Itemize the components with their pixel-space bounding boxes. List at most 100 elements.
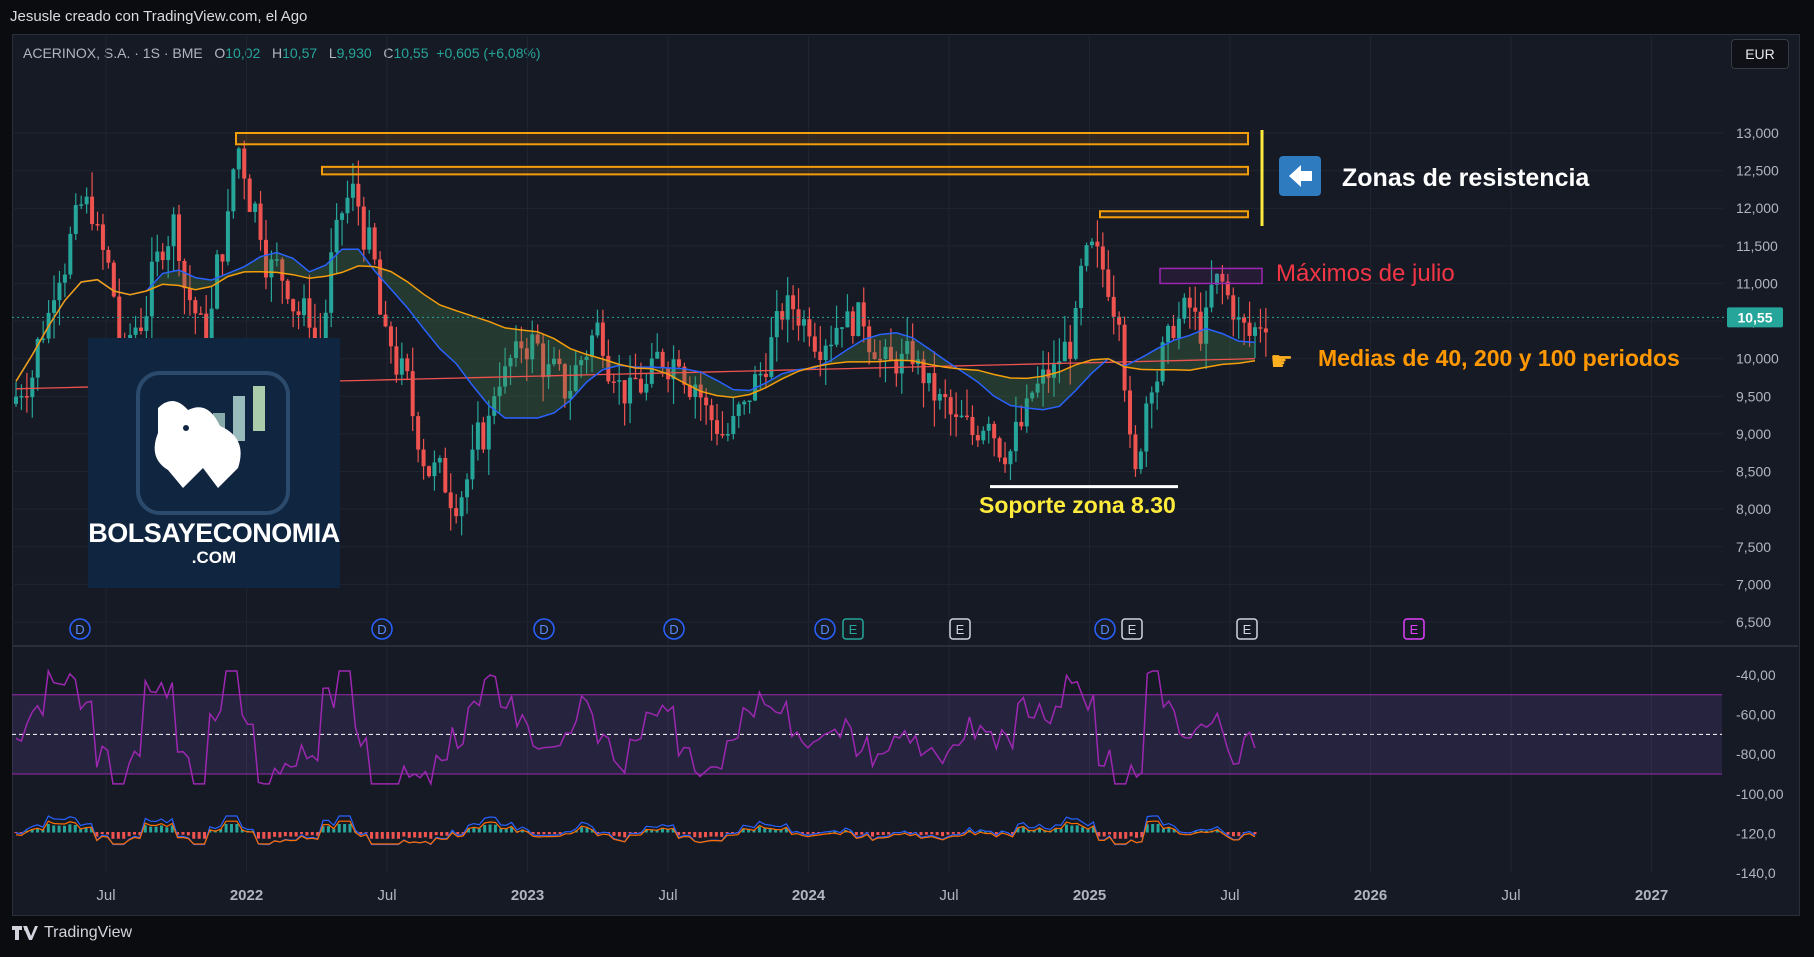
- dividend-marker: [1094, 618, 1116, 640]
- macd-bar: [1231, 832, 1235, 837]
- macd-bar: [283, 832, 287, 837]
- candle-body: [79, 204, 84, 206]
- macd-bar: [256, 832, 260, 839]
- candle-body: [546, 364, 551, 378]
- candle-body: [405, 358, 410, 372]
- macd-bar: [1145, 824, 1149, 833]
- macd-bar: [811, 832, 815, 834]
- candle-body: [780, 311, 785, 320]
- candle-body: [1236, 317, 1241, 320]
- macd-bar: [1108, 832, 1112, 835]
- macd-bar: [461, 832, 465, 834]
- macd-bar: [1016, 828, 1020, 833]
- candle-body: [1209, 284, 1214, 308]
- candle-body: [997, 438, 1002, 458]
- candle-body: [378, 259, 383, 315]
- macd-bar: [305, 832, 309, 836]
- candle-body: [345, 197, 350, 214]
- candle-body: [769, 337, 774, 377]
- macd-bar: [650, 829, 654, 833]
- macd-bar: [827, 831, 831, 833]
- macd-bar: [235, 824, 239, 833]
- macd-bar: [1059, 828, 1063, 833]
- candle-body: [263, 239, 268, 278]
- macd-bar: [1064, 824, 1068, 833]
- averages-label: Medias de 40, 200 y 100 periodos: [1318, 345, 1680, 371]
- macd-bar: [1081, 827, 1085, 833]
- candle-body: [1013, 421, 1018, 452]
- x-tick-label: Jul: [939, 887, 958, 904]
- macd-bar: [553, 832, 557, 835]
- macd-bar: [472, 827, 476, 833]
- candle-body: [340, 213, 345, 220]
- macd-bar: [860, 832, 864, 835]
- candle-body: [823, 345, 828, 360]
- macd-bar: [795, 831, 799, 833]
- candle-body: [399, 358, 404, 375]
- candle-body: [682, 366, 687, 385]
- candle-body: [600, 322, 605, 356]
- x-tick-label: Jul: [658, 887, 677, 904]
- macd-bar: [709, 832, 713, 837]
- macd-bar: [833, 831, 837, 833]
- macd-bar: [666, 829, 670, 833]
- candle-body: [41, 338, 46, 341]
- macd-bar: [467, 828, 471, 833]
- macd-bar: [1075, 825, 1079, 833]
- tradingview-footer[interactable]: TradingView: [12, 924, 132, 942]
- candle-body: [1035, 383, 1040, 393]
- x-tick-label: 2022: [230, 887, 263, 904]
- macd-bar: [116, 832, 120, 839]
- macd-bar: [585, 827, 589, 833]
- candle-body: [1138, 451, 1143, 470]
- dividend-marker-label: D: [75, 622, 84, 637]
- change-value: +0,605 (+6,08%): [436, 45, 541, 61]
- macd-bar: [542, 832, 546, 835]
- dividend-marker: [663, 618, 685, 640]
- macd-bar: [768, 828, 772, 833]
- macd-bar: [854, 832, 858, 836]
- candle-body: [1214, 273, 1219, 285]
- macd-bar: [1097, 832, 1101, 837]
- candle-body: [867, 326, 872, 353]
- earnings-marker: [1403, 618, 1425, 640]
- dividend-marker-label: D: [539, 622, 548, 637]
- candle-body: [209, 308, 214, 350]
- macd-bar: [440, 832, 444, 836]
- candle-body: [644, 383, 649, 393]
- ma40-line: [15, 248, 1256, 419]
- macd-bar: [84, 827, 88, 833]
- macd-bar: [784, 827, 788, 833]
- dividend-marker: [533, 618, 555, 640]
- candle-body: [954, 414, 959, 417]
- macd-bar: [402, 832, 406, 837]
- dividend-marker-label: D: [820, 622, 829, 637]
- candle-body: [160, 251, 165, 261]
- macd-bar: [1086, 828, 1090, 833]
- logo-subtext: .COM: [191, 548, 237, 567]
- macd-bar: [1054, 828, 1058, 833]
- macd-bar: [229, 824, 233, 833]
- macd-bar: [1070, 825, 1074, 833]
- currency-button[interactable]: EUR: [1731, 39, 1789, 69]
- july-highs-label: Máximos de julio: [1276, 260, 1455, 287]
- low-value: 9,930: [336, 45, 372, 61]
- macd-bar: [1102, 832, 1106, 837]
- macd-bar: [1253, 832, 1257, 835]
- macd-bar: [1167, 827, 1171, 833]
- y-tick-label: 11,000: [1736, 275, 1778, 291]
- candle-body: [220, 254, 225, 262]
- macd-bar: [100, 832, 104, 835]
- candle-body: [475, 422, 480, 450]
- macd-bar: [871, 832, 875, 837]
- candle-body: [394, 346, 399, 375]
- macd-bar: [224, 824, 228, 833]
- candle-body: [372, 227, 377, 260]
- macd-bar: [677, 832, 681, 836]
- macd-bar: [57, 825, 61, 833]
- bolsayeconomia-logo: BOLSAYECONOMIA .COM: [88, 338, 340, 588]
- earnings-marker-label: E: [849, 622, 858, 637]
- macd-bar: [159, 825, 163, 833]
- macd-bar: [547, 832, 551, 835]
